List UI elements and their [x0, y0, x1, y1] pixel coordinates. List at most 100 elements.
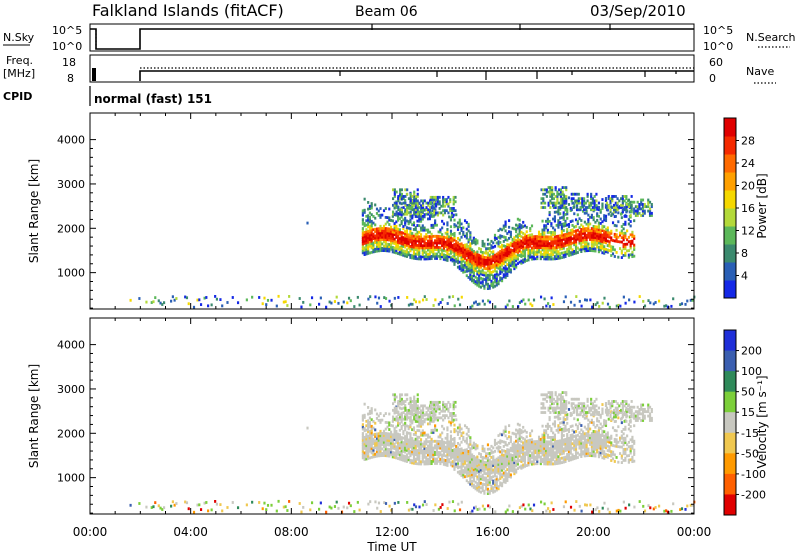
power-echo-cell: [612, 208, 616, 212]
velocity-echo-cell: [405, 437, 409, 441]
power-echo-cell: [483, 278, 486, 281]
velocity-echo-cell: [425, 442, 428, 446]
velocity-echo-cell: [416, 451, 419, 455]
power-echo-cell: [622, 245, 625, 248]
power-echo-cell: [437, 254, 440, 258]
velocity-echo-cell: [391, 451, 394, 454]
velocity-echo-cell: [434, 428, 437, 432]
power-echo-cell: [374, 203, 377, 207]
power-echo-cell: [555, 248, 558, 252]
velocity-echo-cell: [585, 445, 588, 449]
velocity-echo-cell: [573, 439, 576, 443]
power-echo-cell: [465, 267, 468, 271]
power-echo-cell: [567, 196, 571, 200]
velocity-echo-cell: [400, 420, 403, 424]
power-echo-cell: [449, 247, 453, 251]
power-echo-cell: [481, 255, 484, 259]
power-echo-cell: [569, 206, 572, 210]
power-echo-cell: [442, 213, 445, 217]
power-echo-cell: [465, 263, 468, 267]
velocity-echo-cell: [441, 453, 444, 457]
power-echo-cell: [361, 213, 364, 217]
power-echo-cell: [414, 254, 417, 258]
power-echo-cell: [441, 244, 444, 248]
velocity-echo-cell: [434, 453, 437, 457]
power-echo-cell: [500, 277, 504, 280]
power-echo-cell: [370, 239, 373, 243]
power-echo-cell: [393, 190, 396, 194]
power-echo-cell: [588, 203, 591, 207]
power-echo-cell: [564, 219, 567, 223]
velocity-echo-cell: [462, 458, 465, 461]
power-echo-cell: [604, 214, 608, 218]
power-echo-cell: [395, 240, 398, 244]
velocity-echo-cell: [492, 470, 495, 474]
velocity-echo-cell: [552, 442, 555, 446]
velocity-echo-cell: [412, 441, 416, 445]
freq-trace: [139, 70, 694, 81]
power-echo-cell: [633, 237, 636, 240]
velocity-echo-cell: [527, 439, 530, 442]
velocity-echo-cell: [421, 431, 424, 435]
velocity-echo-cell: [393, 429, 396, 433]
power-echo-cell: [508, 259, 511, 262]
velocity-echo-cell: [509, 435, 512, 439]
power-echo-cell: [548, 305, 551, 308]
velocity-echo-cell: [409, 507, 412, 511]
velocity-echo-cell: [492, 475, 495, 479]
velocity-echo-cell: [564, 444, 567, 448]
velocity-echo-cell: [365, 424, 368, 428]
velocity-echo-cell: [298, 502, 301, 505]
power-echo-cell: [407, 240, 410, 243]
power-echo-cell: [365, 239, 368, 243]
power-echo-cell: [481, 277, 484, 281]
power-echo-cell: [504, 256, 507, 259]
velocity-echo-cell: [566, 446, 569, 450]
power-echo-cell: [560, 236, 564, 240]
power-echo-cell: [591, 206, 594, 209]
power-echo-cell: [368, 224, 372, 228]
power-echo-cell: [485, 280, 488, 284]
power-echo-cell: [400, 231, 403, 234]
power-echo-cell: [587, 233, 590, 237]
velocity-echo-cell: [434, 424, 437, 428]
velocity-echo-cell: [374, 441, 377, 445]
power-echo-cell: [634, 209, 638, 213]
velocity-echo-cell: [449, 450, 453, 454]
velocity-echo-cell: [478, 478, 481, 482]
velocity-echo-cell: [476, 444, 479, 448]
power-echo-cell: [670, 304, 673, 308]
power-echo-cell: [439, 255, 442, 258]
power-echo-cell: [474, 280, 477, 284]
power-echo-cell: [601, 198, 604, 201]
velocity-echo-cell: [372, 439, 375, 443]
power-echo-cell: [516, 251, 519, 254]
power-echo-cell: [585, 242, 588, 246]
power-echo-cell: [529, 227, 532, 230]
power-echo-cell: [563, 199, 566, 203]
power-echo-cell: [370, 242, 373, 245]
power-echo-cell: [442, 209, 445, 213]
velocity-echo-cell: [481, 464, 484, 468]
power-echo-cell: [560, 240, 564, 244]
power-echo-cell: [423, 244, 426, 248]
power-echo-cell: [476, 270, 479, 274]
velocity-echo-cell: [432, 457, 435, 461]
power-echo-cell: [454, 200, 457, 204]
velocity-echo-cell: [569, 456, 572, 460]
power-echo-cell: [562, 242, 565, 246]
velocity-echo-cell: [585, 452, 588, 455]
power-echo-cell: [500, 279, 504, 283]
power-echo-cell: [397, 245, 400, 249]
power-echo-cell: [614, 214, 617, 218]
velocity-echo-cell: [412, 459, 416, 463]
velocity-echo-cell: [500, 433, 504, 437]
power-echo-cell: [428, 248, 431, 252]
velocity-echo-cell: [463, 457, 467, 461]
power-echo-cell: [492, 270, 495, 274]
power-echo-cell: [562, 215, 565, 219]
velocity-echo-cell: [485, 463, 488, 467]
velocity-echo-cell: [472, 483, 475, 487]
velocity-echo-cell: [175, 502, 178, 505]
power-echo-cell: [508, 299, 511, 303]
